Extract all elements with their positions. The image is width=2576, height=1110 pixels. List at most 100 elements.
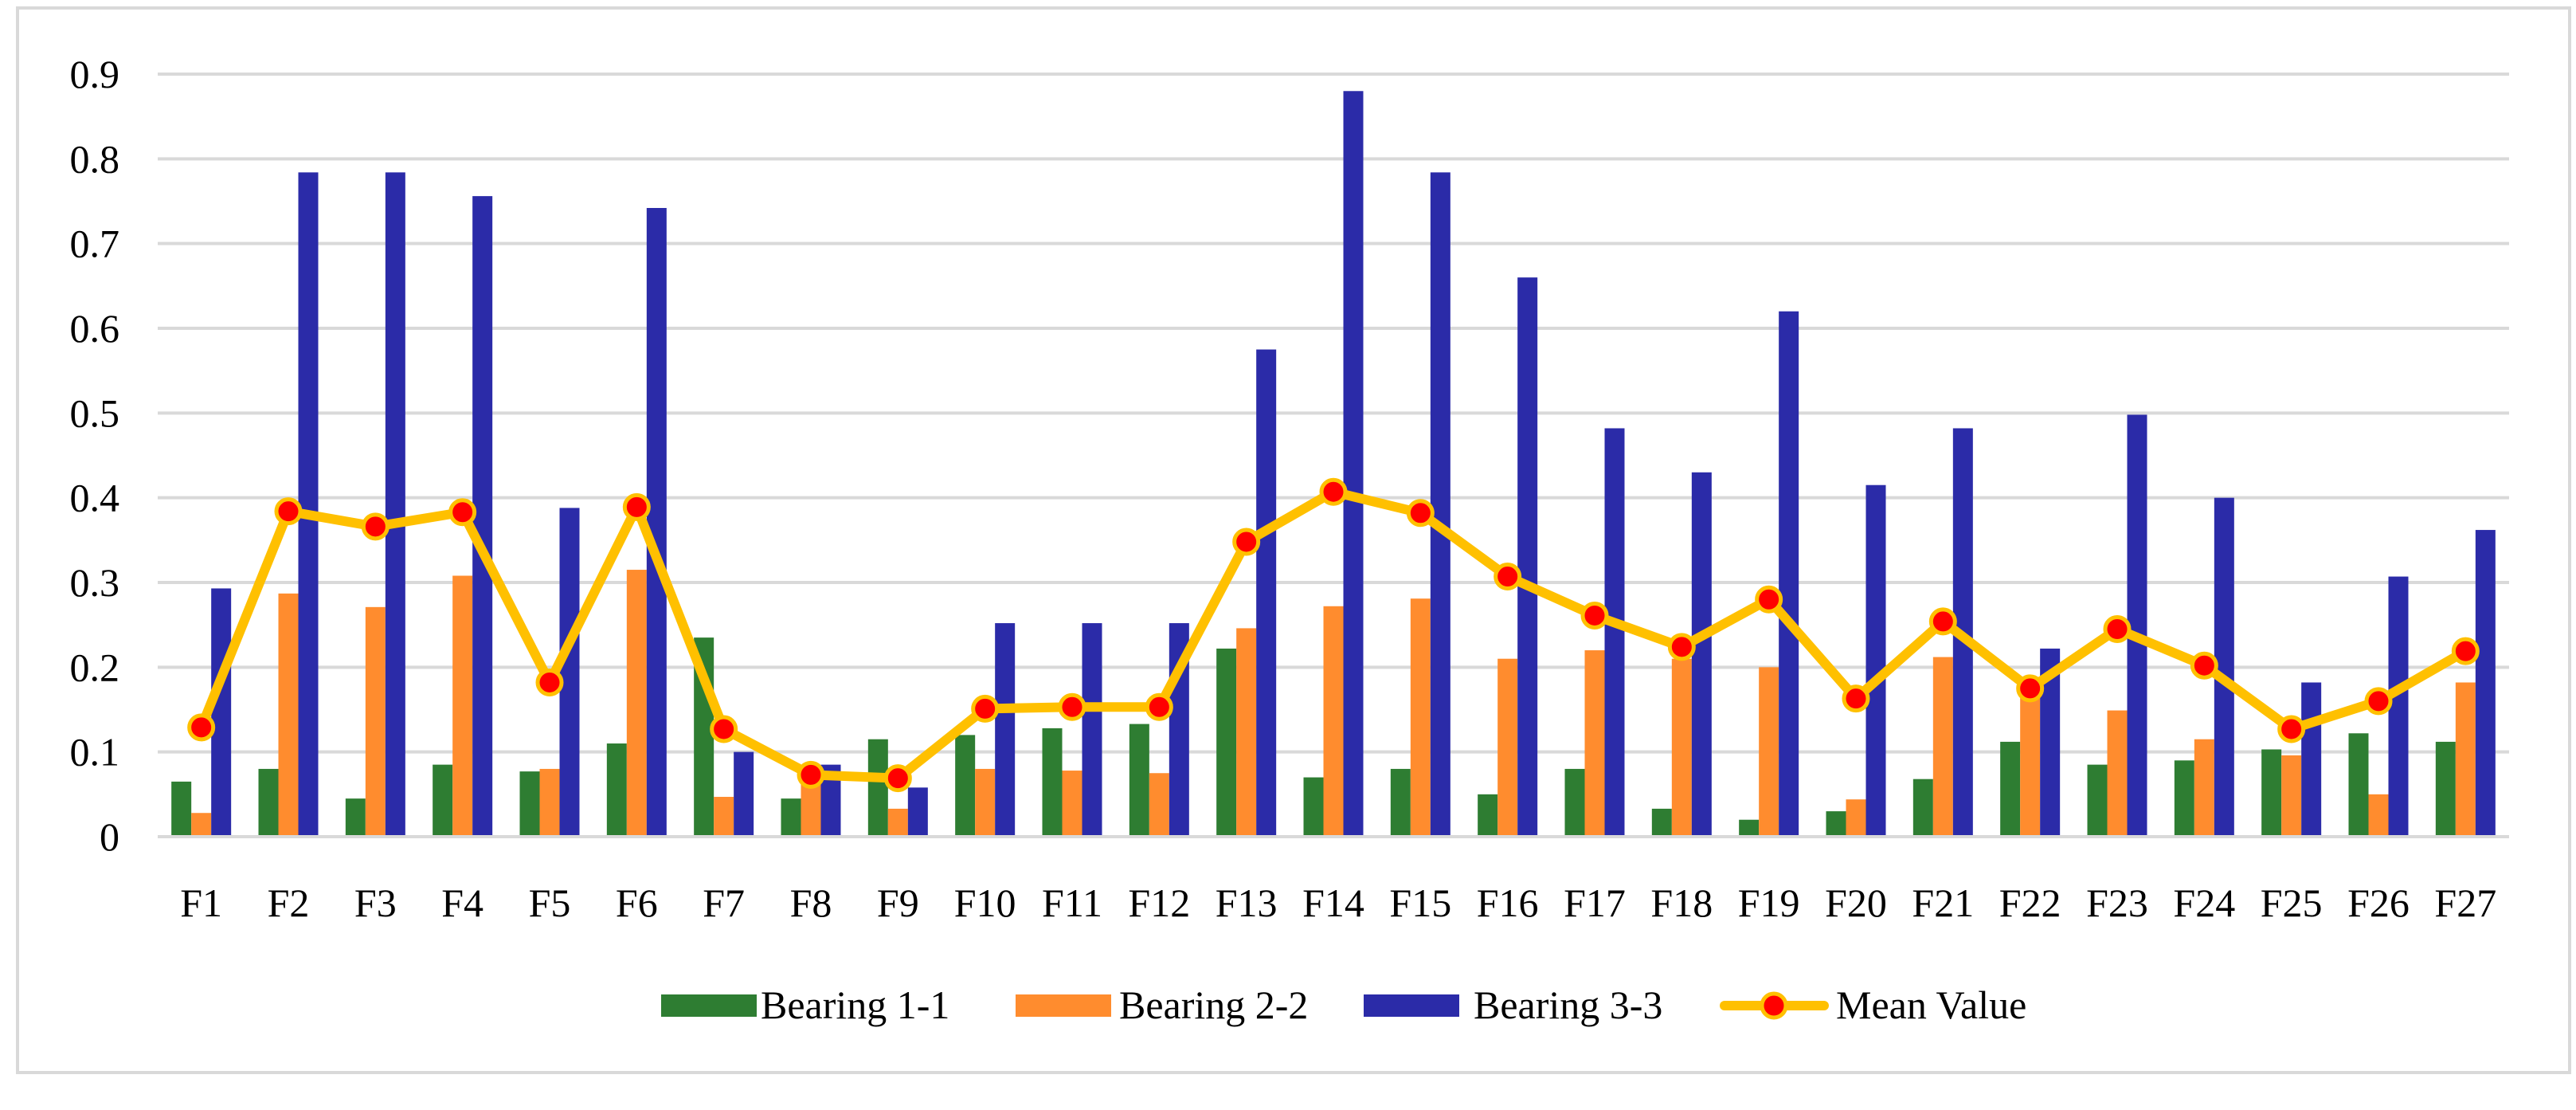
bar-bearing-1-1-f19 bbox=[1739, 819, 1760, 837]
bar-bearing-2-2-f6 bbox=[626, 570, 647, 837]
y-tick-label: 0.4 bbox=[70, 476, 120, 520]
bar-bearing-2-2-f27 bbox=[2455, 682, 2476, 837]
bar-bearing-1-1-f5 bbox=[519, 771, 540, 837]
mean-marker-f10 bbox=[971, 694, 1000, 723]
mean-marker-f27 bbox=[2451, 637, 2480, 665]
mean-marker-f24 bbox=[2190, 651, 2218, 680]
legend-label-mean-value: Mean Value bbox=[1836, 983, 2026, 1027]
bar-bearing-2-2-f14 bbox=[1323, 606, 1344, 837]
bar-bearing-1-1-f14 bbox=[1303, 777, 1324, 837]
bar-bearing-3-3-f1 bbox=[211, 588, 232, 837]
mean-marker-f19 bbox=[1755, 585, 1783, 614]
x-tick-label-f9: F9 bbox=[877, 881, 919, 925]
x-tick-label-f6: F6 bbox=[616, 881, 658, 925]
x-tick-label-f1: F1 bbox=[180, 881, 222, 925]
x-axis-tick-labels: F1 F2 F3 F4 F5 F6 F7 F8 F9 F10 F11 F12 F13 F14 F15 F16 F… bbox=[180, 881, 2496, 925]
bar-bearing-1-1-f4 bbox=[433, 764, 453, 837]
mean-marker-f17 bbox=[1580, 601, 1609, 630]
bar-bearing-1-1-f21 bbox=[1912, 779, 1933, 837]
mean-marker-f18 bbox=[1667, 633, 1696, 661]
y-tick-label: 0.9 bbox=[70, 52, 120, 96]
bar-bearing-2-2-f20 bbox=[1846, 799, 1866, 837]
bar-bearing-1-1-f20 bbox=[1826, 811, 1846, 837]
y-tick-label: 0.5 bbox=[70, 390, 120, 435]
x-tick-label-f5: F5 bbox=[529, 881, 571, 925]
bars bbox=[171, 91, 2496, 837]
bar-bearing-1-1-f11 bbox=[1042, 728, 1063, 837]
bar-bearing-1-1-f22 bbox=[2000, 741, 2021, 837]
bar-bearing-1-1-f12 bbox=[1129, 724, 1149, 837]
bar-bearing-1-1-f2 bbox=[258, 768, 279, 837]
legend-swatch-bearing-2-2 bbox=[1016, 994, 1111, 1017]
mean-marker-f14 bbox=[1319, 477, 1348, 506]
x-tick-label-f12: F12 bbox=[1128, 881, 1190, 925]
mean-marker-f12 bbox=[1145, 692, 1173, 721]
y-tick-label: 0.7 bbox=[70, 222, 120, 266]
y-tick-label: 0.3 bbox=[70, 560, 120, 605]
bar-bearing-3-3-f18 bbox=[1691, 472, 1712, 837]
bar-bearing-2-2-f21 bbox=[1932, 657, 1953, 837]
x-tick-label-f15: F15 bbox=[1389, 881, 1451, 925]
mean-marker-f4 bbox=[448, 498, 477, 527]
mean-marker-f25 bbox=[2277, 715, 2306, 743]
bar-bearing-3-3-f25 bbox=[2301, 682, 2322, 837]
mean-line-layer bbox=[187, 477, 2480, 793]
bar-bearing-3-3-f16 bbox=[1517, 277, 1538, 837]
bar-bearing-1-1-f27 bbox=[2435, 741, 2456, 837]
bar-bearing-1-1-f9 bbox=[867, 739, 888, 837]
bar-bearing-2-2-f3 bbox=[365, 606, 386, 837]
legend-swatch-bearing-1-1 bbox=[661, 994, 757, 1017]
x-tick-label-f3: F3 bbox=[354, 881, 397, 925]
mean-marker-f2 bbox=[274, 497, 303, 526]
mean-marker-f8 bbox=[797, 760, 825, 789]
y-axis-tick-labels: 0 0.1 0.2 0.3 0.4 0.5 0.6 0.7 0.8 0.9 bbox=[70, 52, 120, 859]
legend-swatch-bearing-3-3 bbox=[1364, 994, 1459, 1017]
x-tick-label-f21: F21 bbox=[1912, 881, 1974, 925]
mean-marker-f5 bbox=[535, 668, 564, 696]
x-tick-label-f19: F19 bbox=[1738, 881, 1800, 925]
x-tick-label-f23: F23 bbox=[2086, 881, 2148, 925]
mean-marker-f9 bbox=[883, 764, 912, 793]
bar-bearing-3-3-f13 bbox=[1256, 349, 1277, 837]
bar-bearing-1-1-f6 bbox=[606, 743, 627, 837]
x-tick-label-f16: F16 bbox=[1477, 881, 1539, 925]
bar-bearing-2-2-f2 bbox=[278, 593, 299, 837]
y-tick-label: 0.2 bbox=[70, 645, 120, 689]
x-tick-label-f13: F13 bbox=[1216, 881, 1278, 925]
bar-bearing-2-2-f7 bbox=[714, 797, 734, 837]
x-tick-label-f22: F22 bbox=[1999, 881, 2061, 925]
bar-bearing-1-1-f13 bbox=[1216, 648, 1237, 837]
x-tick-label-f14: F14 bbox=[1302, 881, 1364, 925]
mean-marker-f11 bbox=[1058, 692, 1086, 721]
bar-bearing-2-2-f18 bbox=[1671, 658, 1692, 837]
bar-bearing-3-3-f20 bbox=[1865, 484, 1886, 837]
bar-bearing-1-1-f26 bbox=[2348, 733, 2369, 837]
bar-bearing-3-3-f17 bbox=[1604, 428, 1625, 837]
mean-marker-f3 bbox=[361, 512, 390, 541]
legend-label-bearing-3-3: Bearing 3-3 bbox=[1474, 983, 1662, 1027]
bar-bearing-2-2-f19 bbox=[1759, 667, 1779, 837]
bar-bearing-2-2-f1 bbox=[191, 813, 212, 837]
bar-bearing-1-1-f25 bbox=[2261, 749, 2282, 837]
bar-bearing-2-2-f22 bbox=[2020, 684, 2041, 837]
bar-bearing-1-1-f3 bbox=[345, 798, 366, 837]
x-tick-label-f10: F10 bbox=[954, 881, 1016, 925]
bar-bearing-2-2-f12 bbox=[1149, 773, 1169, 837]
x-tick-label-f26: F26 bbox=[2347, 881, 2410, 925]
bar-bearing-2-2-f9 bbox=[887, 808, 908, 837]
mean-marker-f6 bbox=[622, 492, 651, 521]
bar-bearing-3-3-f14 bbox=[1343, 91, 1364, 837]
mean-marker-f13 bbox=[1232, 528, 1261, 556]
mean-marker-f22 bbox=[2016, 674, 2045, 703]
bar-bearing-3-3-f15 bbox=[1430, 172, 1450, 837]
bar-bearing-3-3-f3 bbox=[385, 172, 405, 837]
mean-marker-f7 bbox=[710, 715, 738, 743]
bar-bearing-2-2-f10 bbox=[975, 768, 996, 837]
bar-bearing-3-3-f7 bbox=[734, 751, 754, 837]
bar-bearing-3-3-f19 bbox=[1779, 311, 1799, 837]
bar-bearing-2-2-f4 bbox=[452, 575, 473, 837]
mean-marker-f21 bbox=[1928, 607, 1957, 636]
bar-bearing-3-3-f5 bbox=[559, 508, 580, 837]
bar-bearing-2-2-f26 bbox=[2368, 794, 2389, 837]
